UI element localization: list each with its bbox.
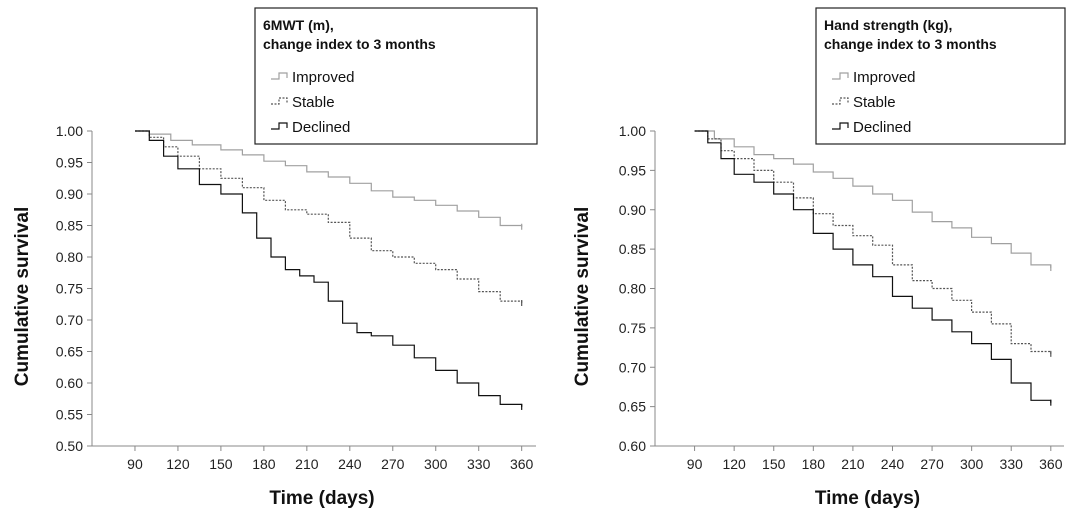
y-tick-label: 0.70: [56, 312, 83, 328]
legend-label-stable: Stable: [853, 94, 896, 111]
legend-label-stable: Stable: [292, 94, 335, 111]
y-axis-title: Cumulative survival: [12, 207, 33, 387]
x-tick-label: 180: [802, 456, 826, 472]
x-tick-label: 300: [424, 456, 448, 472]
x-tick-label: 120: [722, 456, 746, 472]
legend-swatch-declined: [271, 122, 288, 130]
chart-panel-2: 0.60 0.65 0.70 0.75 0.80 0.85 0.90 0.95 1.00 90 12…: [572, 7, 1066, 509]
x-tick-label: 360: [510, 456, 534, 472]
series-line-stable: [135, 130, 523, 303]
y-tick-label: 0.50: [56, 438, 83, 454]
x-tick-label: 330: [1000, 456, 1024, 472]
y-tick-label: 0.80: [619, 281, 646, 297]
y-tick-label: 0.75: [619, 320, 646, 336]
y-tick-label: 0.55: [56, 407, 83, 423]
chart-panel-1: 0.50 0.55 0.60 0.65 0.70 0.75 0.80 0.85 0.90 0.95…: [12, 7, 538, 509]
legend-swatch-improved: [832, 72, 849, 80]
y-tick-label: 0.85: [56, 218, 83, 234]
legend-title: 6MWT (m),: [263, 17, 334, 33]
x-tick-label: 90: [127, 456, 143, 472]
x-tick-label: 300: [960, 456, 984, 472]
y-tick-label: 0.65: [619, 399, 646, 415]
y-tick-label: 0.60: [619, 438, 646, 454]
legend-title: change index to 3 months: [824, 36, 997, 52]
y-tick-label: 0.70: [619, 359, 646, 375]
series-line-improved: [135, 130, 523, 227]
x-axis-title: Time (days): [269, 488, 374, 509]
legend-title: change index to 3 months: [263, 36, 436, 52]
x-tick-label: 210: [841, 456, 865, 472]
y-axis-title: Cumulative survival: [572, 207, 593, 387]
y-tick-label: 0.80: [56, 249, 83, 265]
legend: 6MWT (m), change index to 3 months Improve…: [254, 7, 538, 145]
y-tick-label: 0.75: [56, 281, 83, 297]
x-tick-label: 240: [338, 456, 362, 472]
y-tick-label: 0.95: [56, 155, 83, 171]
x-tick-label: 120: [166, 456, 190, 472]
x-tick-label: 360: [1039, 456, 1063, 472]
legend-title: Hand strength (kg),: [824, 17, 952, 33]
legend-swatch-stable: [832, 97, 849, 105]
y-tick-label: 0.90: [619, 202, 646, 218]
legend-box: [254, 7, 538, 145]
series-line-stable: [694, 130, 1052, 354]
legend-label-declined: Declined: [853, 119, 911, 136]
legend-label-improved: Improved: [292, 69, 355, 86]
series-line-declined: [694, 130, 1052, 403]
legend-box: [815, 7, 1066, 145]
legend-label-declined: Declined: [292, 119, 350, 136]
x-tick-label: 270: [920, 456, 944, 472]
y-tick-label: 0.85: [619, 241, 646, 257]
legend-swatch-stable: [271, 97, 288, 105]
x-tick-label: 180: [252, 456, 276, 472]
y-tick-label: 0.60: [56, 375, 83, 391]
y-tick-label: 1.00: [619, 123, 646, 139]
x-tick-label: 330: [467, 456, 491, 472]
legend-label-improved: Improved: [853, 69, 916, 86]
x-tick-label: 210: [295, 456, 319, 472]
series-line-improved: [694, 130, 1052, 268]
x-tick-label: 90: [687, 456, 703, 472]
x-tick-label: 270: [381, 456, 405, 472]
y-tick-label: 0.65: [56, 344, 83, 360]
legend: Hand strength (kg), change index to 3 mon…: [815, 7, 1066, 145]
x-tick-label: 150: [762, 456, 786, 472]
y-tick-label: 0.90: [56, 186, 83, 202]
x-tick-label: 150: [209, 456, 233, 472]
x-axis-title: Time (days): [815, 488, 920, 509]
y-tick-label: 1.00: [56, 123, 83, 139]
legend-swatch-declined: [832, 122, 849, 130]
x-tick-label: 240: [881, 456, 905, 472]
legend-swatch-improved: [271, 72, 288, 80]
y-tick-label: 0.95: [619, 162, 646, 178]
series-line-declined: [135, 130, 523, 407]
